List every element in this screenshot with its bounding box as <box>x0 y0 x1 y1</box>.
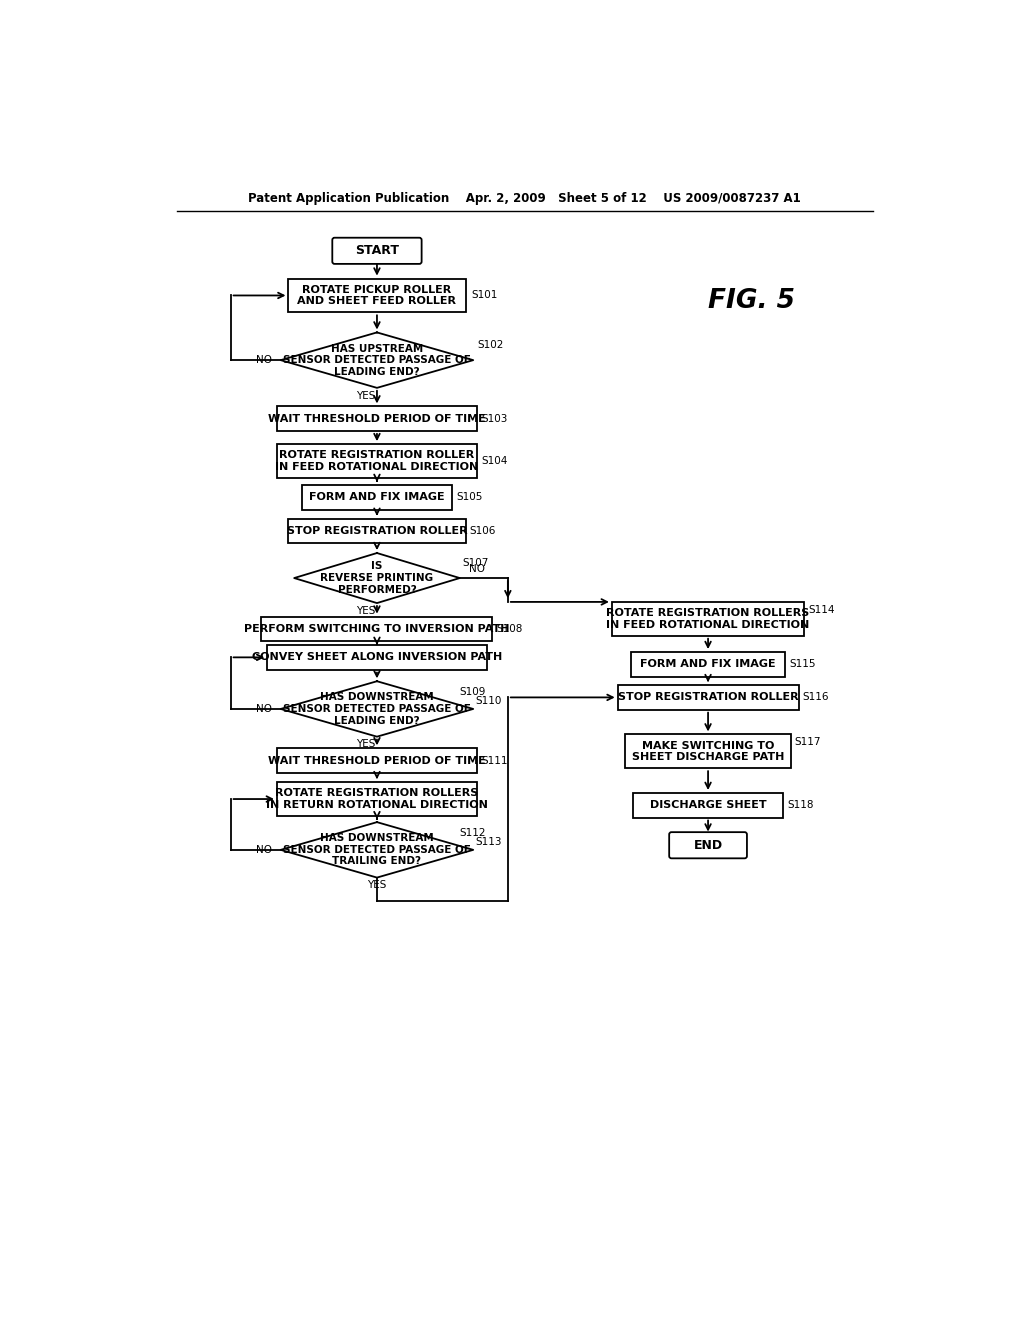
Text: MAKE SWITCHING TO
SHEET DISCHARGE PATH: MAKE SWITCHING TO SHEET DISCHARGE PATH <box>632 741 784 762</box>
Text: WAIT THRESHOLD PERIOD OF TIME: WAIT THRESHOLD PERIOD OF TIME <box>268 413 485 424</box>
Text: S115: S115 <box>788 659 815 669</box>
Text: YES: YES <box>355 606 375 615</box>
Text: S106: S106 <box>469 527 496 536</box>
Text: STOP REGISTRATION ROLLER: STOP REGISTRATION ROLLER <box>287 527 467 536</box>
Text: S110: S110 <box>475 696 502 706</box>
FancyBboxPatch shape <box>267 645 486 669</box>
Text: FIG. 5: FIG. 5 <box>708 288 795 314</box>
FancyBboxPatch shape <box>617 685 799 710</box>
Text: S111: S111 <box>481 755 508 766</box>
Text: YES: YES <box>368 880 387 890</box>
FancyBboxPatch shape <box>626 734 791 768</box>
FancyBboxPatch shape <box>276 781 477 816</box>
Text: S103: S103 <box>481 413 507 424</box>
Text: S113: S113 <box>475 837 502 847</box>
Text: S112: S112 <box>460 828 485 838</box>
Text: CONVEY SHEET ALONG INVERSION PATH: CONVEY SHEET ALONG INVERSION PATH <box>252 652 502 663</box>
FancyBboxPatch shape <box>276 407 477 430</box>
Text: S114: S114 <box>808 605 835 615</box>
Text: S117: S117 <box>795 737 821 747</box>
Text: YES: YES <box>355 739 375 750</box>
FancyBboxPatch shape <box>289 519 466 544</box>
Text: S107: S107 <box>462 557 488 568</box>
Text: ROTATE PICKUP ROLLER
AND SHEET FEED ROLLER: ROTATE PICKUP ROLLER AND SHEET FEED ROLL… <box>297 285 457 306</box>
FancyBboxPatch shape <box>302 484 452 510</box>
Text: PERFORM SWITCHING TO INVERSION PATH: PERFORM SWITCHING TO INVERSION PATH <box>244 624 510 634</box>
Text: FORM AND FIX IMAGE: FORM AND FIX IMAGE <box>309 492 444 502</box>
Text: FORM AND FIX IMAGE: FORM AND FIX IMAGE <box>640 659 776 669</box>
Polygon shape <box>294 553 460 603</box>
FancyBboxPatch shape <box>611 602 804 636</box>
Text: WAIT THRESHOLD PERIOD OF TIME: WAIT THRESHOLD PERIOD OF TIME <box>268 755 485 766</box>
Text: S116: S116 <box>803 693 828 702</box>
Text: S108: S108 <box>497 624 522 634</box>
Text: START: START <box>355 244 399 257</box>
Text: S109: S109 <box>460 686 485 697</box>
Text: NO: NO <box>256 845 271 855</box>
Text: DISCHARGE SHEET: DISCHARGE SHEET <box>650 800 766 810</box>
Text: HAS DOWNSTREAM
SENSOR DETECTED PASSAGE OF
TRAILING END?: HAS DOWNSTREAM SENSOR DETECTED PASSAGE O… <box>283 833 471 866</box>
Text: ROTATE REGISTRATION ROLLERS
IN FEED ROTATIONAL DIRECTION: ROTATE REGISTRATION ROLLERS IN FEED ROTA… <box>606 609 810 630</box>
FancyBboxPatch shape <box>333 238 422 264</box>
Text: NO: NO <box>256 704 271 714</box>
Text: END: END <box>693 838 723 851</box>
FancyBboxPatch shape <box>276 748 477 774</box>
Text: ROTATE REGISTRATION ROLLER
IN FEED ROTATIONAL DIRECTION: ROTATE REGISTRATION ROLLER IN FEED ROTAT… <box>275 450 478 471</box>
Text: NO: NO <box>469 564 484 574</box>
Text: S102: S102 <box>477 339 504 350</box>
FancyBboxPatch shape <box>669 832 746 858</box>
Text: HAS UPSTREAM
SENSOR DETECTED PASSAGE OF
LEADING END?: HAS UPSTREAM SENSOR DETECTED PASSAGE OF … <box>283 343 471 376</box>
FancyBboxPatch shape <box>633 793 783 817</box>
Polygon shape <box>281 333 473 388</box>
FancyBboxPatch shape <box>289 279 466 313</box>
Text: Patent Application Publication    Apr. 2, 2009   Sheet 5 of 12    US 2009/008723: Patent Application Publication Apr. 2, 2… <box>249 191 801 205</box>
Text: S101: S101 <box>472 290 498 301</box>
FancyBboxPatch shape <box>276 444 477 478</box>
Text: S105: S105 <box>456 492 482 502</box>
Text: NO: NO <box>256 355 271 366</box>
Text: YES: YES <box>355 391 375 400</box>
Text: STOP REGISTRATION ROLLER: STOP REGISTRATION ROLLER <box>617 693 799 702</box>
FancyBboxPatch shape <box>631 652 785 677</box>
Text: S118: S118 <box>787 800 813 810</box>
Text: ROTATE REGISTRATION ROLLERS
IN RETURN ROTATIONAL DIRECTION: ROTATE REGISTRATION ROLLERS IN RETURN RO… <box>266 788 487 810</box>
Polygon shape <box>281 822 473 878</box>
FancyBboxPatch shape <box>261 616 493 642</box>
Text: S104: S104 <box>481 455 507 466</box>
Text: HAS DOWNSTREAM
SENSOR DETECTED PASSAGE OF
LEADING END?: HAS DOWNSTREAM SENSOR DETECTED PASSAGE O… <box>283 693 471 726</box>
Polygon shape <box>281 681 473 737</box>
Text: IS
REVERSE PRINTING
PERFORMED?: IS REVERSE PRINTING PERFORMED? <box>321 561 433 594</box>
